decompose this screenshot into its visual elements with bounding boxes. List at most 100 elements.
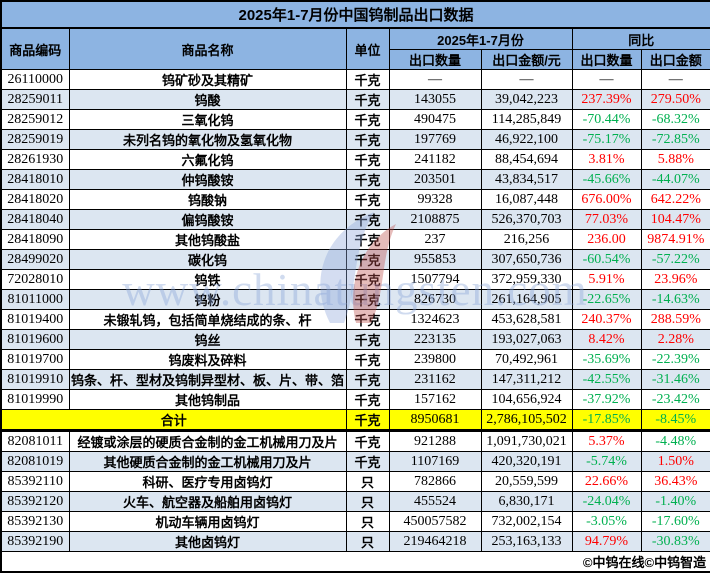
unit-cell: 千克: [345, 189, 390, 210]
table-row: 26110000 钨矿砂及其精矿 千克 — — — —: [0, 69, 710, 90]
table-row: 81019700 钨废料及碎料 千克 239800 70,492,961 -35.69% -…: [0, 349, 710, 370]
product-code: 81019910: [0, 369, 70, 390]
yoy-qty-cell: -5.74%: [571, 451, 642, 472]
yoy-qty-cell: 5.91%: [571, 269, 642, 290]
yoy-qty-cell: 676.00%: [571, 189, 642, 210]
unit-cell: 千克: [345, 129, 390, 150]
yoy-amount-cell: -44.07%: [640, 169, 710, 190]
product-name: 未锻轧钨，包括简单烧结成的条、杆: [68, 309, 347, 330]
export-amount-cell: 372,959,330: [480, 269, 573, 290]
product-name: 其他硬质合金制的金工机械用刀及片: [68, 451, 347, 472]
yoy-amount-cell: -4.48%: [640, 430, 710, 452]
export-qty-cell: 143055: [388, 89, 482, 110]
table-row: 82081011 经镀或涂层的硬质合金制的金工机械用刀及片 千克 921288 1,09…: [0, 430, 710, 452]
unit-cell: 千克: [345, 69, 390, 90]
product-name: 经镀或涂层的硬质合金制的金工机械用刀及片: [68, 430, 347, 452]
unit-cell: 千克: [345, 249, 390, 270]
unit-cell: 千克: [345, 389, 390, 410]
table-row: 28261930 六氟化钨 千克 241182 88,454,694 3.81% 5.88%: [0, 149, 710, 170]
table-row: 28259011 钨酸 千克 143055 39,042,223 237.39% 279.5…: [0, 89, 710, 110]
unit-cell: 千克: [345, 349, 390, 370]
table-row: 28418020 钨酸钠 千克 99328 16,087,448 676.00% 642.2…: [0, 189, 710, 210]
column-header-yoy-amount: 出口金额: [640, 49, 710, 70]
yoy-amount-cell: 36.43%: [640, 471, 710, 492]
export-amount-cell: 147,311,212: [480, 369, 573, 390]
product-name: 三氧化钨: [68, 109, 347, 130]
product-name: 其他卤钨灯: [68, 531, 347, 552]
yoy-qty-cell: -75.17%: [571, 129, 642, 150]
unit-cell: 千克: [345, 289, 390, 310]
export-amount-cell: 6,830,171: [480, 491, 573, 512]
yoy-amount-cell: -8.45%: [640, 409, 710, 432]
product-name: 钨酸: [68, 89, 347, 110]
product-code: 28259012: [0, 109, 70, 130]
export-amount-cell: 43,834,517: [480, 169, 573, 190]
export-amount-cell: 70,492,961: [480, 349, 573, 370]
product-code: 82081011: [0, 430, 70, 452]
yoy-amount-cell: -57.22%: [640, 249, 710, 270]
export-qty-cell: 955853: [388, 249, 482, 270]
product-code: 85392120: [0, 491, 70, 512]
export-amount-cell: 193,027,063: [480, 329, 573, 350]
export-amount-cell: 20,559,599: [480, 471, 573, 492]
product-name: 六氟化钨: [68, 149, 347, 170]
table-row: 85392190 其他卤钨灯只 219464218 253,163,133 94.79%…: [0, 531, 710, 552]
column-header-unit: 单位: [345, 27, 390, 70]
export-amount-cell: 46,922,100: [480, 129, 573, 150]
table-row: 28259012 三氧化钨 千克 490475 114,285,849 -70.44% -6…: [0, 109, 710, 130]
product-name: 其他钨酸盐: [68, 229, 347, 250]
yoy-qty-cell: 22.66%: [571, 471, 642, 492]
product-code: 81019700: [0, 349, 70, 370]
product-code: 81019990: [0, 389, 70, 410]
export-qty-cell: 239800: [388, 349, 482, 370]
export-amount-cell: 104,656,924: [480, 389, 573, 410]
yoy-qty-cell: 94.79%: [571, 531, 642, 552]
export-qty-cell: —: [388, 69, 482, 90]
export-qty-cell: 99328: [388, 189, 482, 210]
yoy-amount-cell: —: [640, 69, 710, 90]
unit-cell: 千克: [345, 309, 390, 330]
yoy-qty-cell: -35.69%: [571, 349, 642, 370]
export-amount-cell: 307,650,736: [480, 249, 573, 270]
export-qty-cell: 1507794: [388, 269, 482, 290]
yoy-amount-cell: 2.28%: [640, 329, 710, 350]
yoy-amount-cell: 279.50%: [640, 89, 710, 110]
product-code: 85392110: [0, 471, 70, 492]
product-name: 机动车辆用卤钨灯: [68, 511, 347, 532]
yoy-amount-cell: -14.63%: [640, 289, 710, 310]
export-qty-cell: 2108875: [388, 209, 482, 230]
product-code: 28259011: [0, 89, 70, 110]
unit-cell: 千克: [345, 329, 390, 350]
export-amount-cell: 453,628,581: [480, 309, 573, 330]
yoy-qty-cell: 77.03%: [571, 209, 642, 230]
export-amount-cell: 16,087,448: [480, 189, 573, 210]
column-group-period: 2025年1-7月份: [388, 27, 573, 50]
export-qty-cell: 826730: [388, 289, 482, 310]
yoy-qty-cell: -3.05%: [571, 511, 642, 532]
yoy-qty-cell: 236.00: [571, 229, 642, 250]
yoy-amount-cell: -1.40%: [640, 491, 710, 512]
unit-cell: 千克: [345, 430, 390, 452]
yoy-amount-cell: 5.88%: [640, 149, 710, 170]
export-qty-cell: 450057582: [388, 511, 482, 532]
yoy-qty-cell: -70.44%: [571, 109, 642, 130]
product-name: 科研、医疗专用卤钨灯: [68, 471, 347, 492]
product-code: 85392190: [0, 531, 70, 552]
yoy-amount-cell: 642.22%: [640, 189, 710, 210]
yoy-qty-cell: -22.65%: [571, 289, 642, 310]
export-qty-cell: 231162: [388, 369, 482, 390]
table-row: 85392110 科研、医疗专用卤钨灯只 782866 20,559,599 22.66…: [0, 471, 710, 492]
product-name: 偏钨酸铵: [68, 209, 347, 230]
column-header-yoy-qty: 出口数量: [571, 49, 642, 70]
yoy-qty-cell: -45.66%: [571, 169, 642, 190]
total-row: 合计 千克 8950681 2,786,105,502 -17.85% -8.45%: [0, 409, 710, 432]
unit-cell: 千克: [345, 269, 390, 290]
unit-cell: 只: [345, 471, 390, 492]
product-name: 钨铁: [68, 269, 347, 290]
product-code: 28418090: [0, 229, 70, 250]
product-name: 火车、航空器及船舶用卤钨灯: [68, 491, 347, 512]
unit-cell: 只: [345, 491, 390, 512]
export-qty-cell: 203501: [388, 169, 482, 190]
